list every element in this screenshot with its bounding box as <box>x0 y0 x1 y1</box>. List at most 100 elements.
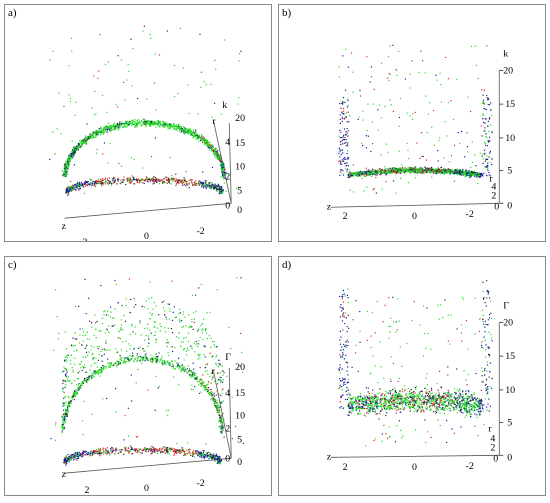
data-point <box>143 118 145 120</box>
data-point <box>210 382 212 384</box>
data-point <box>150 358 153 361</box>
data-point <box>127 359 130 362</box>
data-point <box>210 146 212 148</box>
data-point <box>79 145 81 147</box>
data-point <box>202 182 204 184</box>
data-point <box>370 172 372 174</box>
data-point <box>72 184 74 186</box>
data-point <box>216 390 218 392</box>
data-point <box>75 350 78 352</box>
data-point <box>95 362 97 364</box>
data-point <box>420 171 422 173</box>
data-point <box>464 176 466 178</box>
data-point <box>101 178 104 180</box>
data-point <box>172 311 174 313</box>
data-point <box>163 122 165 124</box>
data-point <box>372 143 374 145</box>
data-point <box>180 182 182 184</box>
data-point <box>142 123 145 125</box>
data-point <box>219 156 221 158</box>
data-point <box>169 127 172 129</box>
data-point <box>412 171 414 173</box>
data-point <box>349 169 351 171</box>
data-point <box>71 151 73 153</box>
data-point <box>414 169 416 171</box>
data-point <box>179 125 181 127</box>
data-point <box>470 110 472 113</box>
data-point <box>116 106 119 108</box>
data-point <box>81 142 83 144</box>
data-point <box>476 177 478 179</box>
data-point <box>199 137 201 139</box>
data-point <box>136 179 138 182</box>
data-point <box>212 145 214 148</box>
data-point <box>117 127 120 129</box>
data-point <box>68 155 70 158</box>
data-point <box>132 123 134 126</box>
data-point <box>223 170 225 172</box>
data-point <box>407 168 409 171</box>
data-point <box>124 357 126 359</box>
data-point <box>184 179 187 182</box>
data-point <box>455 172 457 174</box>
data-point <box>478 172 480 174</box>
data-point <box>398 167 401 169</box>
data-point <box>188 131 190 133</box>
data-point <box>185 369 187 371</box>
data-point <box>202 338 204 341</box>
data-point <box>218 155 220 157</box>
data-point <box>78 389 80 391</box>
data-point <box>141 167 144 169</box>
data-point <box>167 126 169 128</box>
data-point <box>199 336 201 339</box>
data-point <box>130 344 132 347</box>
data-point <box>484 118 486 120</box>
data-point <box>175 178 177 180</box>
data-point <box>200 182 202 184</box>
data-point <box>126 350 128 352</box>
data-point <box>213 398 216 400</box>
data-point <box>185 183 188 185</box>
data-point <box>122 328 124 331</box>
data-point <box>213 374 215 376</box>
data-point <box>354 173 356 175</box>
data-point <box>215 185 217 187</box>
data-point <box>491 130 493 132</box>
data-point <box>113 182 115 184</box>
data-point <box>476 176 478 178</box>
data-point <box>99 134 101 136</box>
data-point <box>372 189 374 191</box>
data-point <box>107 179 109 182</box>
data-point <box>182 179 184 181</box>
data-point <box>430 170 432 173</box>
data-point <box>93 132 95 134</box>
data-point <box>97 359 100 361</box>
data-point <box>417 171 419 173</box>
data-point <box>398 170 401 173</box>
data-point <box>70 37 73 40</box>
data-point <box>193 132 196 134</box>
data-point <box>158 359 160 361</box>
data-point <box>142 182 144 184</box>
data-point <box>100 179 102 181</box>
data-point <box>346 158 348 160</box>
data-point <box>117 179 119 181</box>
data-point <box>61 428 64 430</box>
data-point <box>108 182 110 184</box>
data-point <box>220 160 222 162</box>
data-point <box>70 187 72 189</box>
data-point <box>76 149 78 152</box>
data-point <box>65 412 67 414</box>
data-point <box>171 331 174 334</box>
data-point <box>126 179 128 181</box>
data-point <box>221 190 224 192</box>
data-point <box>198 181 200 183</box>
data-point <box>104 63 107 66</box>
data-point <box>485 165 487 168</box>
data-point <box>153 82 156 84</box>
data-point <box>214 147 216 149</box>
data-point <box>94 132 96 135</box>
data-point <box>66 173 69 175</box>
data-point <box>105 127 107 129</box>
data-point <box>219 155 221 157</box>
